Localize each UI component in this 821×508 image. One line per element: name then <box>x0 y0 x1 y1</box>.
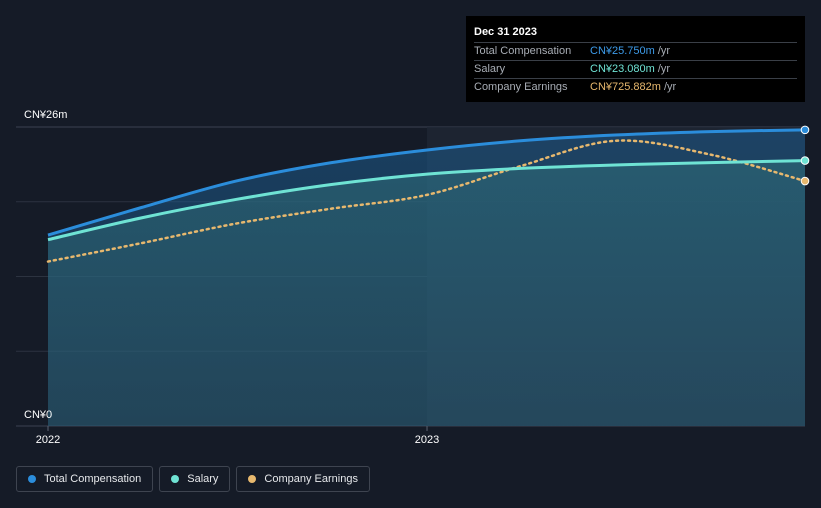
legend-dot-icon <box>248 475 257 483</box>
tooltip-row-company-earnings: Company Earnings CN¥725.882m /yr <box>474 78 797 96</box>
legend-label: Total Compensation <box>44 473 142 485</box>
x-tick-label: 2022 <box>36 434 60 446</box>
tooltip-value: CN¥25.750m <box>590 45 655 57</box>
line-layer <box>46 128 807 263</box>
tooltip-date: Dec 31 2023 <box>474 26 537 38</box>
line-company-earnings <box>46 139 807 263</box>
tooltip-row-salary: Salary CN¥23.080m /yr <box>474 60 797 78</box>
marker-company-earnings <box>800 176 810 186</box>
legend-item-salary[interactable]: Salary <box>159 466 231 492</box>
legend-dot-icon <box>171 475 180 483</box>
x-tick-label: 2023 <box>415 434 439 446</box>
legend-label: Company Earnings <box>264 473 358 485</box>
legend-item-company-earnings[interactable]: Company Earnings <box>236 466 370 492</box>
marker-salary <box>800 156 810 165</box>
line-salary <box>47 159 806 242</box>
axis-layer: CN¥26m CN¥0 2022 2023 <box>24 109 439 446</box>
marker-layer <box>800 125 810 186</box>
area-salary <box>48 160 805 426</box>
line-total-compensation <box>47 128 806 237</box>
tooltip-unit: /yr <box>657 45 671 57</box>
chart-legend: Total Compensation Salary Company Earnin… <box>16 466 370 492</box>
tooltip-label: Salary <box>474 63 506 75</box>
tooltip-label: Company Earnings <box>474 81 568 93</box>
area-layer <box>48 129 805 426</box>
legend-dot-icon <box>28 475 36 483</box>
tooltip-row-total-compensation: Total Compensation CN¥25.750m /yr <box>474 42 797 60</box>
legend-label: Salary <box>187 473 219 485</box>
y-tick-label-bottom: CN¥0 <box>24 409 52 421</box>
tooltip-value: CN¥23.080m <box>590 63 655 75</box>
y-tick-label-top: CN¥26m <box>24 109 67 121</box>
legend-item-total-compensation[interactable]: Total Compensation <box>16 466 154 492</box>
marker-total-compensation <box>800 125 810 135</box>
tooltip-label: Total Compensation <box>474 45 572 57</box>
tooltip-value: CN¥725.882m <box>590 81 661 93</box>
tooltip-unit: /yr <box>657 63 671 75</box>
tooltip: Dec 31 2023 Total Compensation CN¥25.750… <box>466 16 805 102</box>
tooltip-unit: /yr <box>663 81 677 93</box>
